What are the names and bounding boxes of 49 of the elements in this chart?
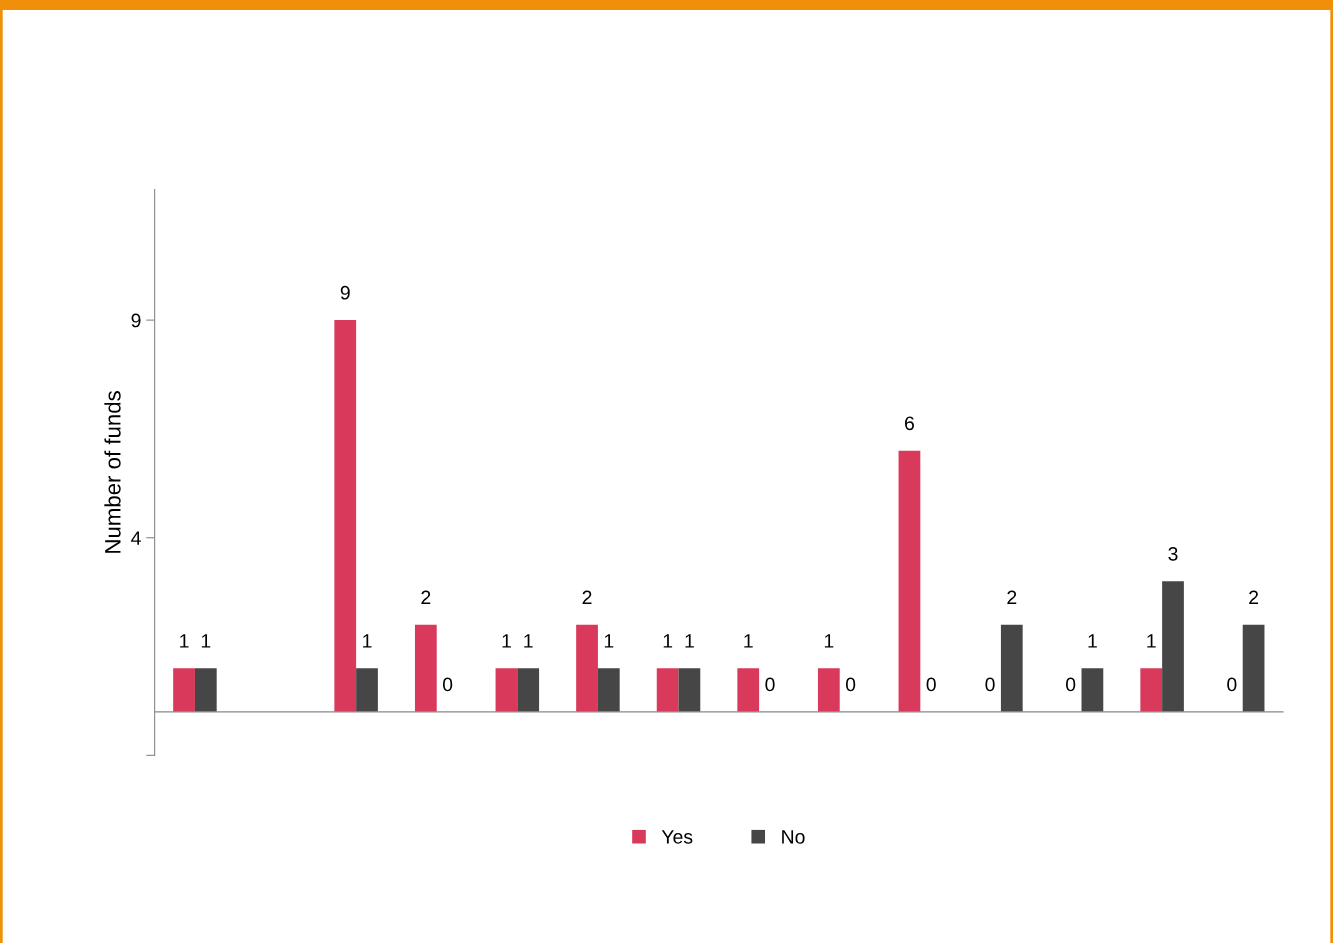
data-label: 0 bbox=[442, 677, 453, 692]
bar bbox=[1162, 581, 1184, 712]
bar bbox=[1000, 624, 1023, 712]
data-label: 1 bbox=[744, 634, 753, 648]
bar bbox=[495, 668, 518, 712]
bar bbox=[678, 668, 701, 712]
data-label: 0 bbox=[845, 677, 856, 692]
data-label: 2 bbox=[1007, 590, 1017, 605]
bar bbox=[173, 668, 195, 712]
data-label: 1 bbox=[663, 634, 673, 648]
bar bbox=[898, 450, 921, 712]
bar bbox=[1081, 668, 1104, 712]
bar bbox=[817, 668, 840, 712]
data-label: 1 bbox=[604, 634, 614, 648]
data-label: 3 bbox=[1168, 546, 1178, 561]
data-label: 1 bbox=[1147, 634, 1156, 648]
y-axis-title: Number of funds bbox=[104, 391, 121, 553]
data-label: 1 bbox=[180, 634, 189, 648]
data-label: 1 bbox=[502, 634, 511, 648]
data-label: 1 bbox=[824, 634, 834, 648]
data-label: 1 bbox=[524, 634, 533, 648]
data-label: 0 bbox=[926, 677, 936, 692]
data-label: 2 bbox=[582, 590, 592, 605]
data-label: 0 bbox=[1065, 677, 1076, 692]
data-label: 1 bbox=[685, 634, 694, 648]
data-label: 6 bbox=[905, 416, 914, 431]
bar bbox=[656, 668, 679, 712]
data-label: 2 bbox=[421, 590, 431, 605]
data-label: 1 bbox=[1088, 634, 1097, 648]
bar bbox=[1140, 668, 1163, 712]
data-label: 0 bbox=[765, 677, 775, 692]
bar bbox=[1242, 624, 1265, 712]
bar bbox=[356, 668, 378, 712]
data-label: 2 bbox=[1249, 590, 1259, 605]
y-tick-label: 4 bbox=[131, 531, 141, 545]
bar bbox=[334, 320, 357, 712]
bar bbox=[194, 668, 217, 712]
bar bbox=[737, 668, 760, 712]
bar bbox=[517, 668, 540, 712]
bar bbox=[414, 624, 437, 712]
legend-label: No bbox=[782, 830, 805, 844]
data-label: 0 bbox=[1227, 677, 1237, 692]
data-label: 9 bbox=[340, 285, 350, 300]
data-label: 1 bbox=[201, 634, 211, 648]
bar bbox=[597, 668, 620, 712]
bar bbox=[576, 624, 598, 712]
data-label: 1 bbox=[363, 634, 372, 648]
data-label: 0 bbox=[985, 677, 995, 692]
legend-label: Yes bbox=[661, 830, 693, 844]
